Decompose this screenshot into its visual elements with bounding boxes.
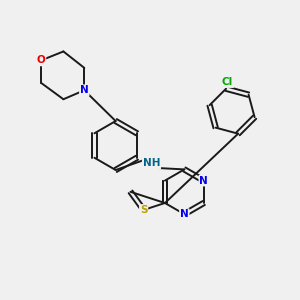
Text: N: N [80, 85, 89, 95]
Text: Cl: Cl [222, 77, 233, 87]
Text: NH: NH [143, 158, 160, 168]
Text: S: S [140, 205, 147, 215]
Text: O: O [37, 56, 45, 65]
Text: N: N [180, 209, 189, 219]
Text: N: N [200, 176, 208, 186]
